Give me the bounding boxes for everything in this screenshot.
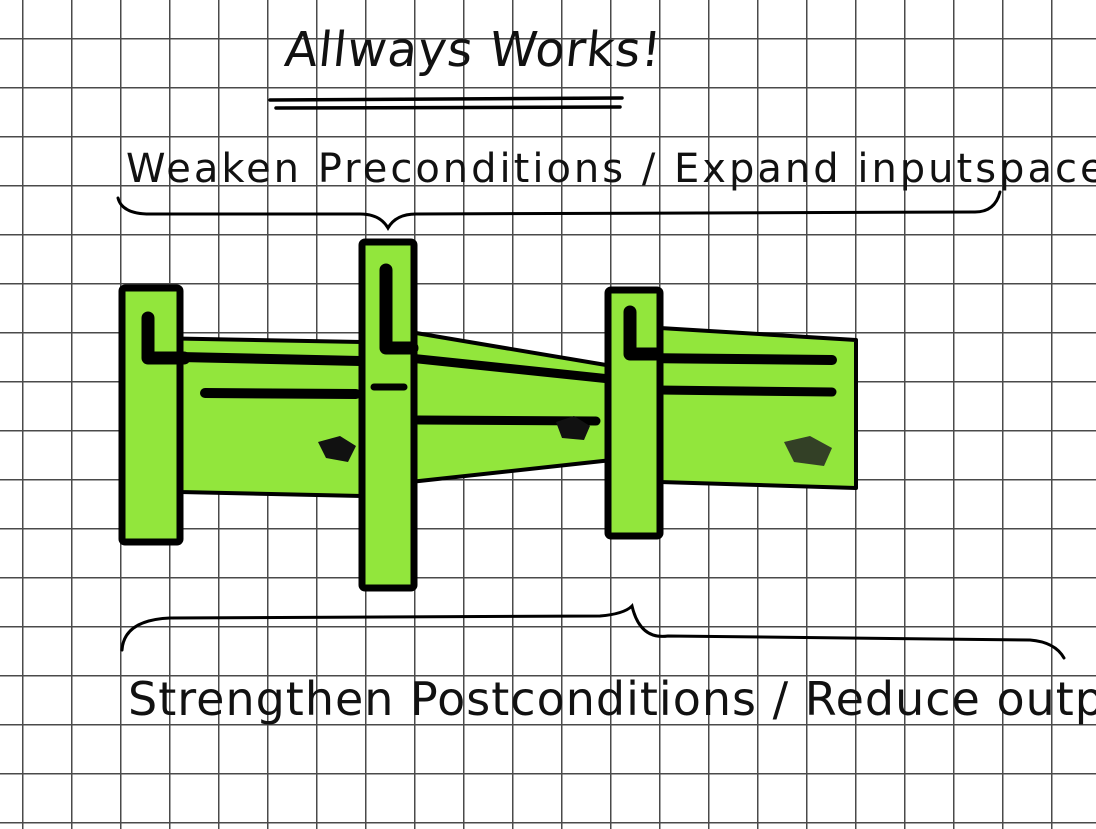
right-post [604,286,664,540]
bottom-caption: Strengthen Postconditions / Reduce outpu… [128,672,1096,726]
top-caption: Weaken Preconditions / Expand inputspace [126,146,1096,192]
right-connector [620,326,858,490]
middle-connector [385,330,615,484]
bottom-brace [120,603,1066,660]
center-post [358,238,419,592]
left-post [118,284,191,546]
top-brace [116,190,1002,232]
title-underline [268,96,624,110]
